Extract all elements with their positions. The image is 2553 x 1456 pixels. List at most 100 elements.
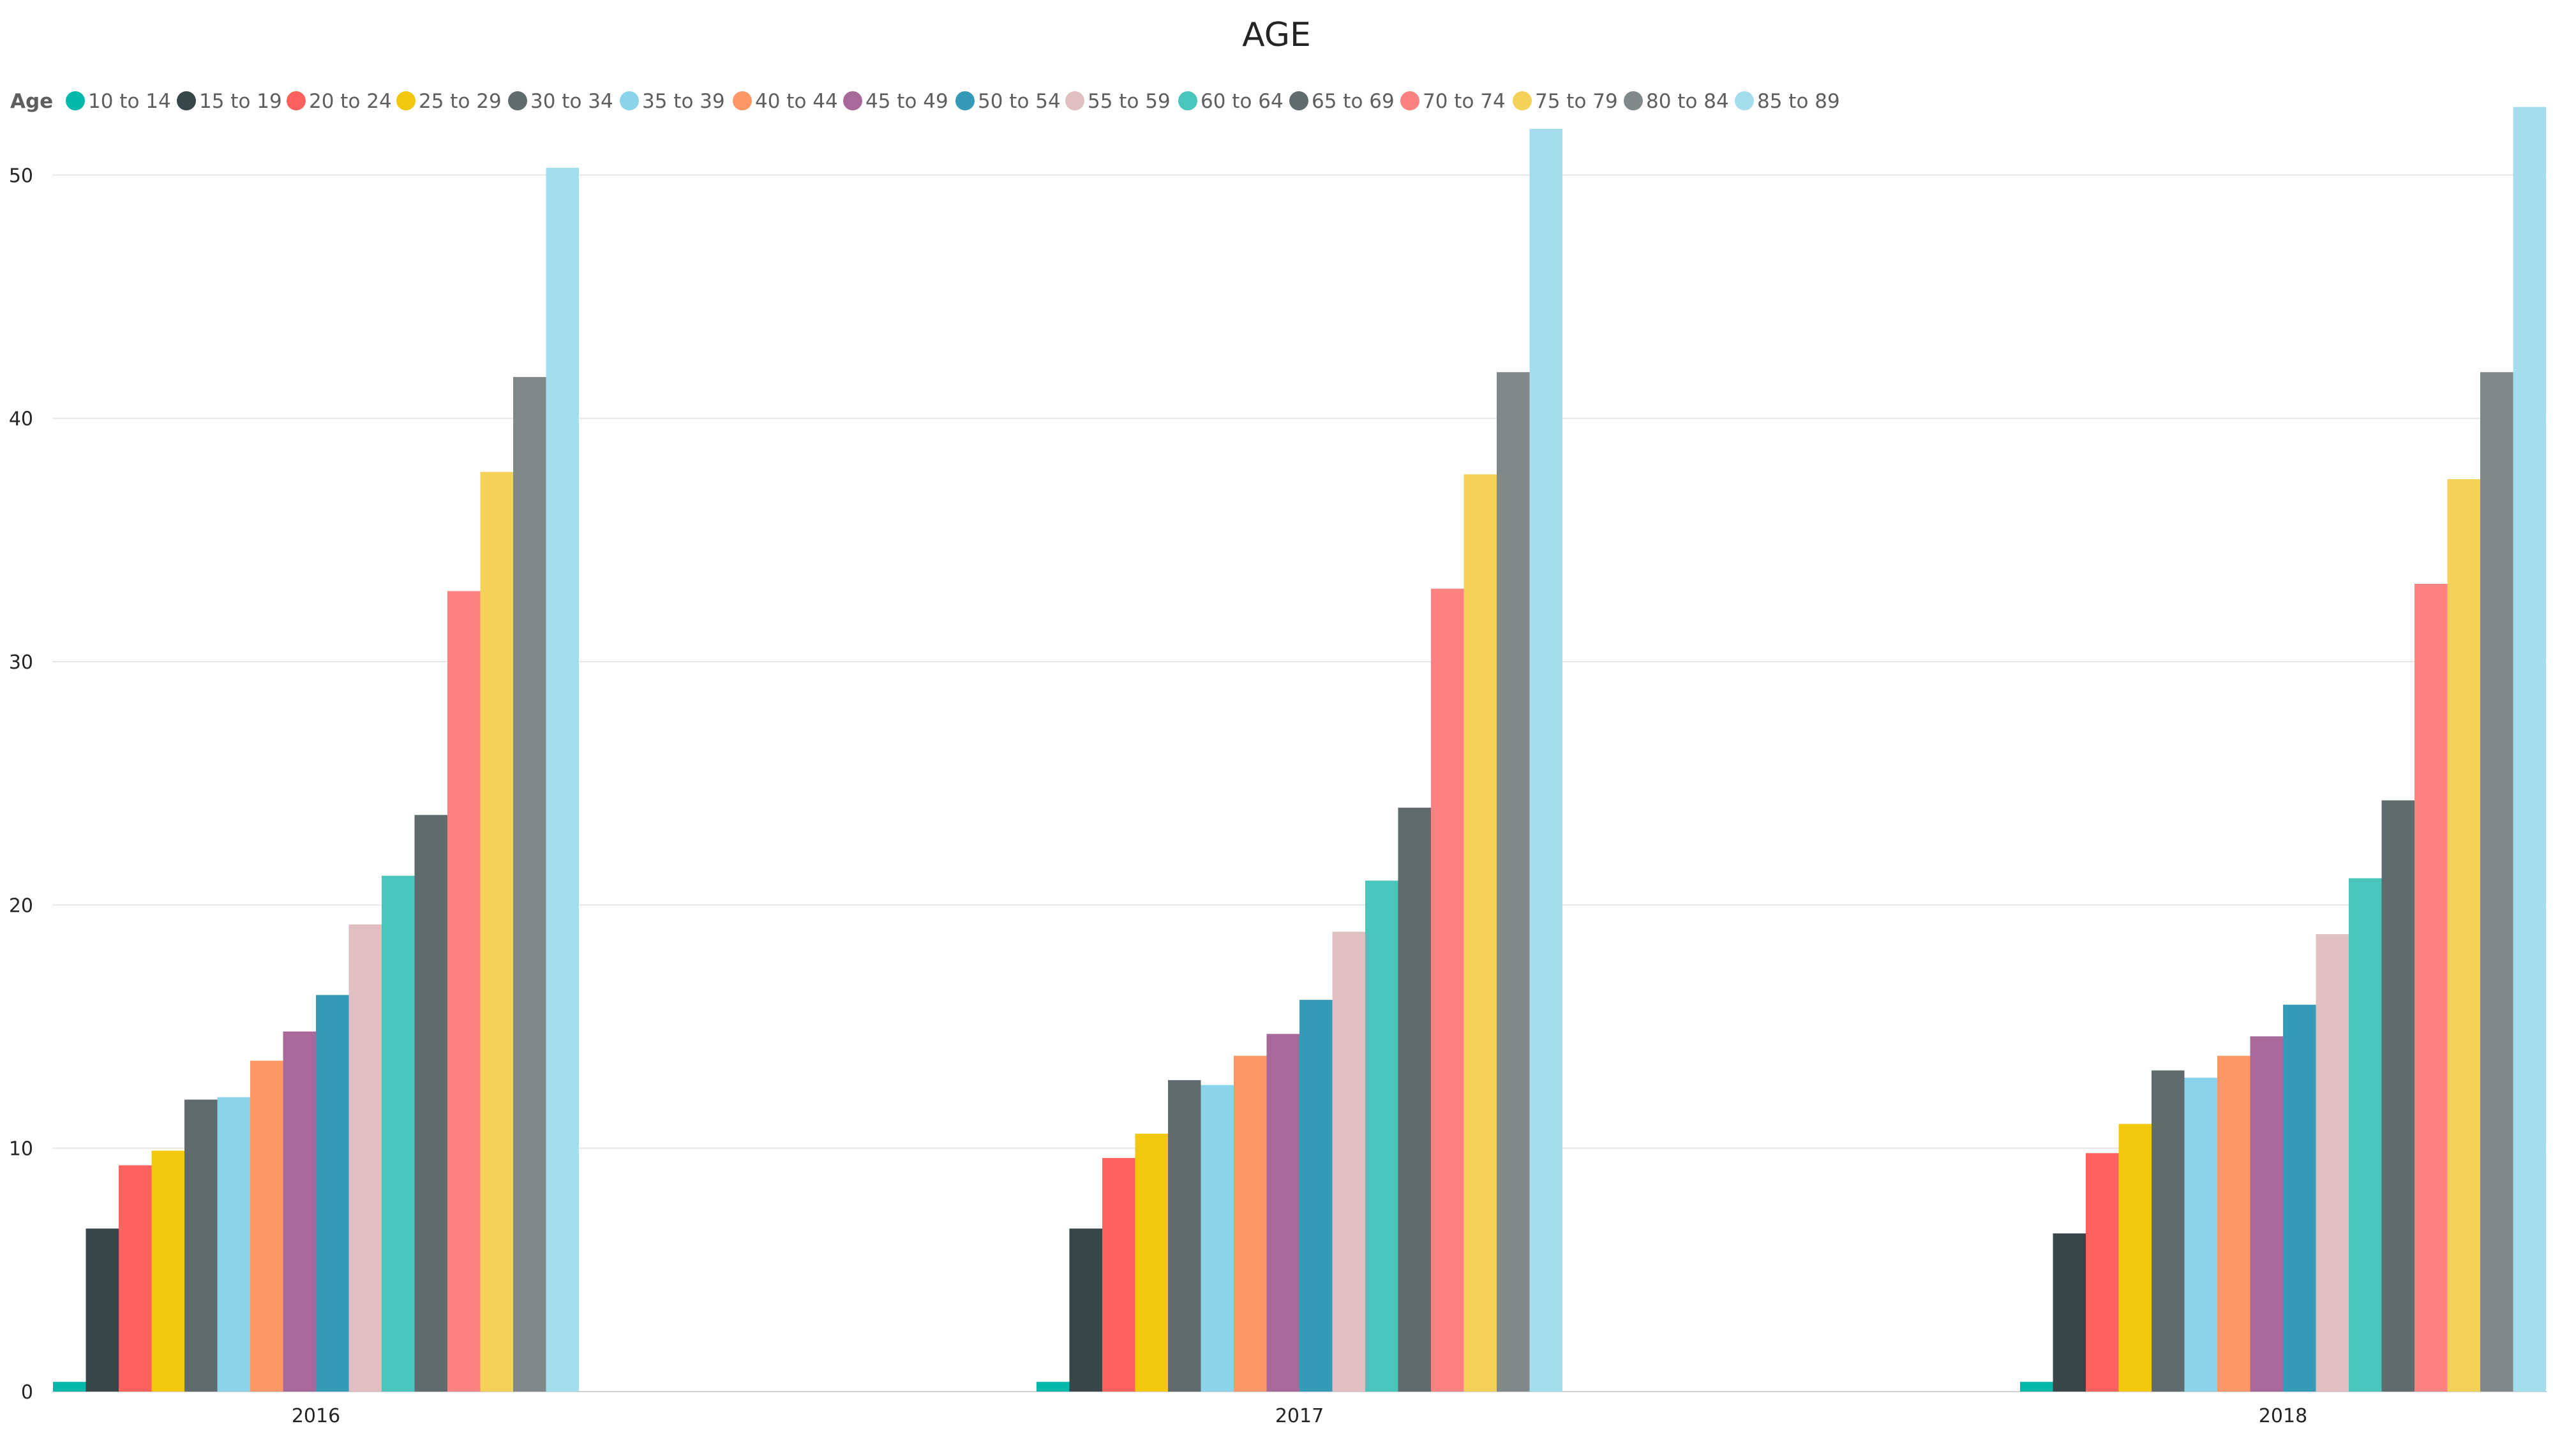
y-tick-label: 50 xyxy=(9,165,33,187)
legend-marker xyxy=(1513,91,1532,110)
bar-2018-65-to-69[interactable] xyxy=(2381,800,2415,1392)
bar-2018-10-to-14[interactable] xyxy=(2020,1381,2053,1392)
legend-marker xyxy=(1178,91,1197,110)
legend-item-25-to-29[interactable]: 25 to 29 xyxy=(396,90,502,113)
legend-label: 30 to 34 xyxy=(530,90,613,113)
bar-2016-60-to-64[interactable] xyxy=(382,875,415,1392)
legend-marker xyxy=(287,91,306,110)
legend-label: 60 to 64 xyxy=(1201,90,1284,113)
legend-marker xyxy=(1065,91,1084,110)
bar-2016-45-to-49[interactable] xyxy=(283,1031,317,1392)
bar-2017-65-to-69[interactable] xyxy=(1398,807,1432,1392)
bar-2018-75-to-79[interactable] xyxy=(2447,479,2481,1392)
legend-label: 45 to 49 xyxy=(865,90,948,113)
legend-label: 50 to 54 xyxy=(978,90,1061,113)
bar-2018-60-to-64[interactable] xyxy=(2349,878,2382,1392)
legend-label: 80 to 84 xyxy=(1646,90,1729,113)
bar-2018-30-to-34[interactable] xyxy=(2152,1070,2185,1392)
bar-2017-30-to-34[interactable] xyxy=(1168,1080,1201,1392)
bar-2017-45-to-49[interactable] xyxy=(1266,1034,1300,1392)
bar-group-2018 xyxy=(2020,107,2546,1392)
legend-item-50-to-54[interactable]: 50 to 54 xyxy=(955,90,1061,113)
bar-2018-70-to-74[interactable] xyxy=(2414,584,2448,1392)
bar-2017-55-to-59[interactable] xyxy=(1332,932,1366,1392)
bar-2017-35-to-39[interactable] xyxy=(1201,1085,1234,1392)
bar-2018-15-to-19[interactable] xyxy=(2053,1233,2086,1392)
legend-item-55-to-59[interactable]: 55 to 59 xyxy=(1065,90,1171,113)
bar-2017-60-to-64[interactable] xyxy=(1365,880,1398,1392)
bar-2018-80-to-84[interactable] xyxy=(2480,372,2513,1392)
bar-2018-55-to-59[interactable] xyxy=(2316,934,2349,1392)
legend-item-85-to-89[interactable]: 85 to 89 xyxy=(1735,90,1840,113)
bar-2016-55-to-59[interactable] xyxy=(348,924,382,1392)
bar-2017-15-to-19[interactable] xyxy=(1069,1228,1103,1392)
legend-marker xyxy=(1624,91,1643,110)
bar-2018-20-to-24[interactable] xyxy=(2086,1153,2119,1392)
bar-2017-50-to-54[interactable] xyxy=(1299,1000,1333,1392)
bar-2018-35-to-39[interactable] xyxy=(2184,1078,2218,1392)
bar-2017-80-to-84[interactable] xyxy=(1497,372,1530,1392)
legend-marker xyxy=(1400,91,1419,110)
bar-2017-75-to-79[interactable] xyxy=(1464,474,1497,1392)
legend-item-30-to-34[interactable]: 30 to 34 xyxy=(508,90,613,113)
bar-2018-85-to-89[interactable] xyxy=(2513,107,2547,1392)
legend-item-60-to-64[interactable]: 60 to 64 xyxy=(1178,90,1284,113)
legend-item-70-to-74[interactable]: 70 to 74 xyxy=(1400,90,1506,113)
legend-marker xyxy=(1289,91,1308,110)
chart-title: AGE xyxy=(1242,16,1311,54)
bar-2016-50-to-54[interactable] xyxy=(316,995,349,1392)
legend-item-75-to-79[interactable]: 75 to 79 xyxy=(1513,90,1618,113)
bar-2016-75-to-79[interactable] xyxy=(480,472,514,1392)
x-axis: 2016 2017 2018 xyxy=(292,1405,2307,1427)
legend-item-10-to-14[interactable]: 10 to 14 xyxy=(66,90,171,113)
x-tick-label: 2018 xyxy=(2259,1405,2307,1427)
y-tick-label: 40 xyxy=(9,408,33,431)
bar-2016-85-to-89[interactable] xyxy=(546,167,580,1392)
bar-2018-40-to-44[interactable] xyxy=(2217,1055,2250,1392)
x-tick-label: 2016 xyxy=(292,1405,340,1427)
legend-marker xyxy=(1735,91,1754,110)
bar-2016-15-to-19[interactable] xyxy=(86,1228,119,1392)
bar-2016-80-to-84[interactable] xyxy=(513,376,546,1392)
bar-group-2016 xyxy=(53,167,580,1392)
bar-2017-20-to-24[interactable] xyxy=(1102,1157,1135,1392)
legend-label: 20 to 24 xyxy=(309,90,392,113)
bar-2017-70-to-74[interactable] xyxy=(1431,588,1464,1392)
legend-label: 10 to 14 xyxy=(88,90,171,113)
bar-2017-40-to-44[interactable] xyxy=(1234,1055,1267,1392)
y-tick-label: 20 xyxy=(9,895,33,917)
bar-2018-25-to-29[interactable] xyxy=(2118,1124,2152,1392)
legend-item-45-to-49[interactable]: 45 to 49 xyxy=(843,90,948,113)
legend-label: 70 to 74 xyxy=(1423,90,1506,113)
legend-label: 15 to 19 xyxy=(199,90,282,113)
bar-2016-65-to-69[interactable] xyxy=(414,815,448,1392)
bar-2016-20-to-24[interactable] xyxy=(119,1165,152,1392)
legend-item-40-to-44[interactable]: 40 to 44 xyxy=(733,90,838,113)
y-tick-label: 10 xyxy=(9,1138,33,1161)
bar-2016-70-to-74[interactable] xyxy=(447,591,481,1392)
legend-marker xyxy=(396,91,416,110)
legend-label: 55 to 59 xyxy=(1088,90,1171,113)
legend-title: Age xyxy=(10,90,53,113)
legend-item-15-to-19[interactable]: 15 to 19 xyxy=(177,90,282,113)
bar-2017-10-to-14[interactable] xyxy=(1037,1381,1070,1392)
legend-item-80-to-84[interactable]: 80 to 84 xyxy=(1624,90,1729,113)
bar-2018-50-to-54[interactable] xyxy=(2283,1004,2316,1392)
bar-2017-25-to-29[interactable] xyxy=(1135,1133,1169,1392)
bar-2016-30-to-34[interactable] xyxy=(184,1099,218,1392)
bar-2016-25-to-29[interactable] xyxy=(151,1150,185,1392)
bar-2016-35-to-39[interactable] xyxy=(217,1097,251,1392)
legend-marker xyxy=(733,91,752,110)
legend-label: 85 to 89 xyxy=(1757,90,1840,113)
bar-2016-40-to-44[interactable] xyxy=(250,1060,283,1392)
bar-2018-45-to-49[interactable] xyxy=(2250,1036,2284,1392)
legend-label: 40 to 44 xyxy=(755,90,838,113)
legend-item-35-to-39[interactable]: 35 to 39 xyxy=(620,90,725,113)
legend-item-65-to-69[interactable]: 65 to 69 xyxy=(1289,90,1395,113)
bar-2016-10-to-14[interactable] xyxy=(53,1381,86,1392)
bar-group-2017 xyxy=(1037,128,1563,1392)
legend-marker xyxy=(843,91,862,110)
bar-2017-85-to-89[interactable] xyxy=(1529,128,1563,1392)
y-tick-label: 30 xyxy=(9,651,33,674)
legend-item-20-to-24[interactable]: 20 to 24 xyxy=(287,90,392,113)
